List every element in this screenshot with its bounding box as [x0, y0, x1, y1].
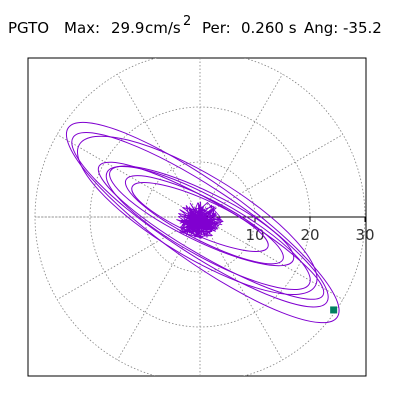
orbit-core — [176, 201, 224, 239]
axis-tick-label: 20 — [300, 226, 319, 244]
orbit-loop — [65, 121, 340, 324]
max-value: 29.9 — [111, 19, 144, 37]
orbit-loop — [97, 161, 325, 300]
orbit-loop — [71, 132, 329, 308]
max-label: Max: — [64, 19, 100, 37]
grid-spoke — [199, 134, 344, 218]
grid-spoke — [117, 73, 201, 218]
max-unit-exponent: 2 — [183, 14, 191, 29]
per-value: 0.260 s — [241, 19, 297, 37]
orbit-trace — [65, 121, 340, 324]
grid-spoke — [56, 216, 201, 300]
orbit-loop — [124, 175, 284, 265]
orbit-loop — [109, 165, 295, 267]
end-marker-layer — [330, 306, 338, 314]
orbit-loop — [76, 135, 318, 296]
per-label: Per: — [202, 19, 231, 37]
grid-spoke — [199, 216, 344, 300]
max-unit: cm/s — [145, 19, 181, 37]
ang-value: -35.2 — [343, 19, 382, 37]
orbit-loop — [105, 165, 311, 291]
grid-spoke — [117, 216, 201, 361]
grid-spoke — [199, 73, 283, 218]
chart-station: PGTO — [8, 19, 49, 37]
grid-spoke — [199, 216, 283, 361]
ang-label: Ang: — [304, 19, 338, 37]
end-marker — [330, 306, 338, 314]
grid-spoke — [56, 134, 201, 218]
axis-tick-label: 30 — [355, 226, 374, 244]
